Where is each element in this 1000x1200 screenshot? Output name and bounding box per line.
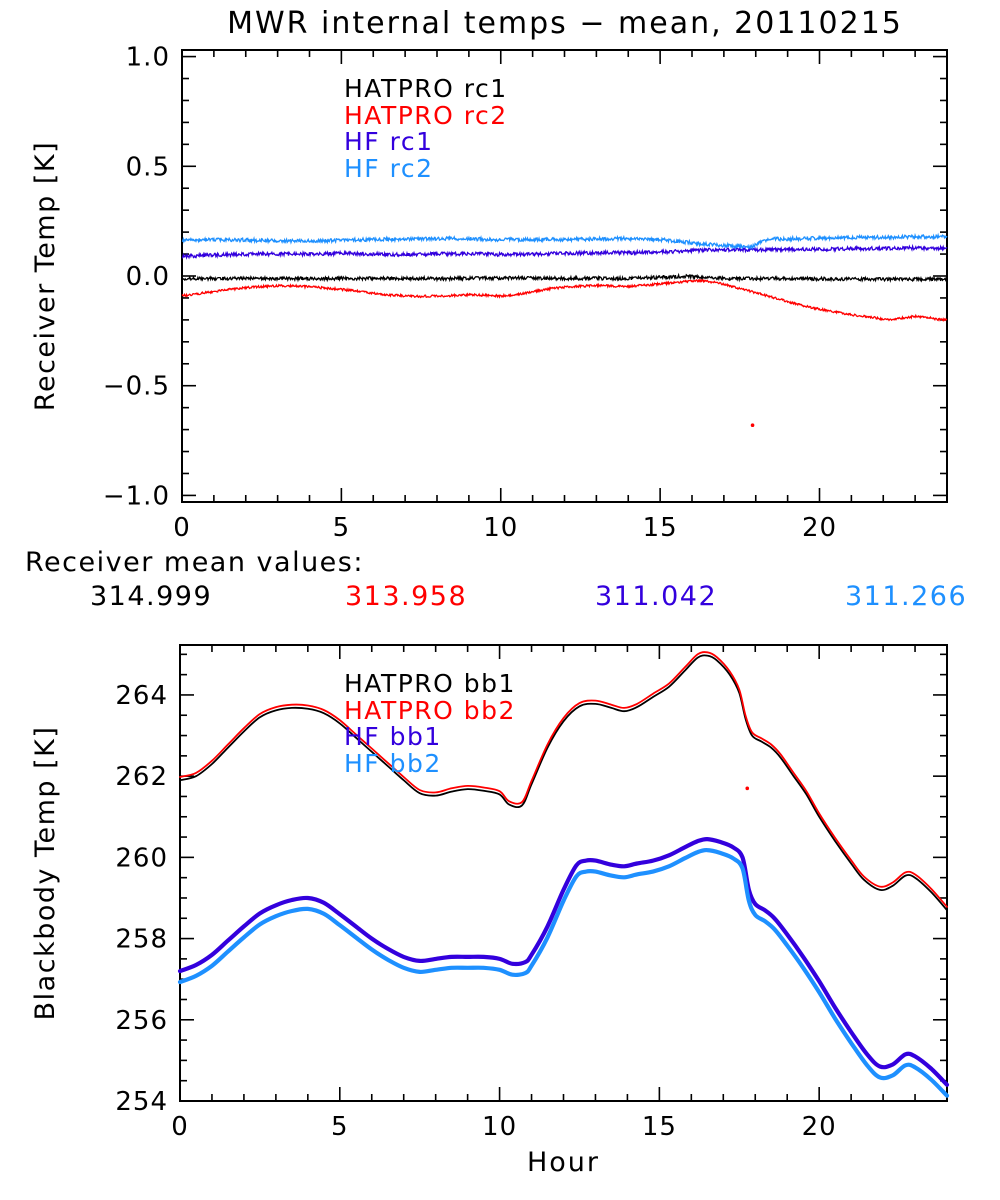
legend-entry-hatpro-rc1: HATPRO rc1 [344, 74, 508, 103]
series-hf-bb2 [177, 847, 950, 1098]
receiver-y-axis-title: Receiver Temp [K] [30, 141, 61, 411]
blackbody-axes-box [179, 644, 948, 1102]
y-tick-label: 264 [115, 681, 168, 711]
x-tick-label: 15 [643, 513, 678, 543]
x-tick-label: 5 [331, 1112, 349, 1142]
legend-entry-hf-rc2: HF rc2 [344, 153, 434, 183]
legend-entry-hatpro-rc2: HATPRO rc2 [344, 100, 508, 130]
legend-entry-hf-bb1: HF bb1 [344, 722, 442, 751]
series-hatpro-bb1 [179, 654, 948, 912]
blackbody-y-axis-title: Blackbody Temp [K] [30, 726, 61, 1021]
x-tick-label: 10 [482, 1112, 517, 1142]
blackbody-ticks [179, 645, 948, 1102]
y-tick-label: −1.0 [103, 481, 170, 511]
series-hatpro-rc2 [181, 278, 948, 322]
y-tick-label: −0.5 [103, 372, 170, 402]
y-tick-label: 0.0 [126, 262, 170, 292]
series-hf-rc1 [181, 243, 948, 260]
blackbody-x-axis-title: Hour [527, 1147, 600, 1178]
y-tick-label: 258 [115, 925, 168, 955]
receiver-panel: 0 5 10 15 20 1.0 0.5 0.0 −0.5 −1.0 Receiver Temp [… [30, 43, 948, 543]
receiver-ticks [181, 50, 948, 502]
series-hf-rc2 [181, 232, 948, 251]
blackbody-panel: 0 5 10 15 20 264 262 260 258 256 254 Blackbody Temp… [30, 644, 950, 1178]
x-tick-label: 15 [642, 1112, 677, 1142]
mean-value-0: 314.999 [90, 581, 213, 612]
mean-values-label: Receiver mean values: [25, 547, 364, 578]
x-tick-label: 20 [802, 513, 837, 543]
legend-entry-hatpro-bb1: HATPRO bb1 [344, 669, 516, 698]
mean-value-3: 311.266 [845, 581, 968, 612]
series-hatpro-rc1 [181, 272, 948, 283]
receiver-axes-box [181, 49, 948, 503]
figure-title: MWR internal temps − mean, 20110215 [227, 6, 903, 41]
y-tick-label: 254 [115, 1087, 168, 1117]
y-tick-label: 256 [115, 1006, 168, 1036]
y-tick-label: 0.5 [126, 152, 170, 182]
legend-entry-hf-rc1: HF rc1 [344, 127, 434, 156]
receiver-outlier-dot [750, 423, 755, 428]
legend-entry-hf-bb2: HF bb2 [344, 748, 442, 778]
legend-entry-hatpro-bb2: HATPRO bb2 [344, 695, 516, 725]
series-hatpro-bb2 [179, 651, 948, 908]
mean-value-2: 311.042 [595, 581, 718, 612]
series-hf-bb1 [177, 836, 950, 1087]
x-tick-label: 20 [802, 1112, 837, 1142]
blackbody-outlier-dot [745, 786, 750, 791]
blackbody-legend: HATPRO bb1 HATPRO bb2 HF bb1 HF bb2 [344, 669, 516, 778]
receiver-tick-labels: 0 5 10 15 20 1.0 0.5 0.0 −0.5 −1.0 [103, 43, 837, 543]
x-tick-label: 5 [333, 513, 351, 543]
y-tick-label: 262 [115, 762, 168, 792]
x-tick-label: 0 [173, 513, 191, 543]
y-tick-label: 1.0 [126, 43, 170, 73]
mean-value-1: 313.958 [345, 581, 468, 612]
receiver-legend: HATPRO rc1 HATPRO rc2 HF rc1 HF rc2 [344, 74, 508, 183]
x-tick-label: 0 [171, 1112, 189, 1142]
y-tick-label: 260 [115, 843, 168, 873]
x-tick-label: 10 [483, 513, 518, 543]
blackbody-tick-labels: 0 5 10 15 20 264 262 260 258 256 254 [115, 681, 837, 1142]
